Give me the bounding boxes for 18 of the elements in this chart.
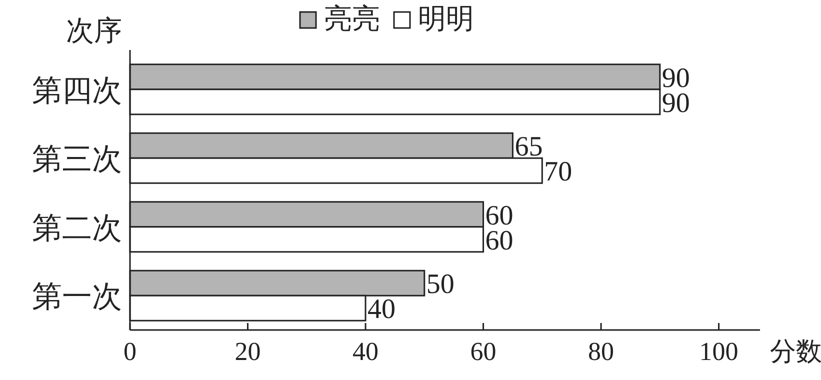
- x-tick-label: 40: [352, 337, 379, 366]
- data-label: 50: [426, 269, 454, 300]
- y-tick-label: 第四次: [32, 74, 122, 108]
- y-tick-label: 第二次: [32, 212, 122, 245]
- y-tick-label: 第三次: [32, 143, 122, 176]
- x-tick-label: 0: [124, 337, 136, 366]
- x-tick-label: 100: [699, 337, 738, 366]
- data-label: 65: [514, 132, 543, 163]
- data-label: 40: [368, 294, 396, 326]
- legend-label: 亮亮: [324, 4, 380, 35]
- x-tick-label: 80: [588, 337, 614, 366]
- y-axis-title: 次序: [66, 16, 122, 47]
- y-tick-label: 第一次: [32, 280, 122, 314]
- legend-label: 明明: [418, 4, 474, 35]
- x-axis-title: 分数: [770, 337, 821, 366]
- x-tick-label: 20: [234, 337, 261, 366]
- data-label: 70: [544, 156, 572, 188]
- x-tick-label: 60: [470, 337, 496, 366]
